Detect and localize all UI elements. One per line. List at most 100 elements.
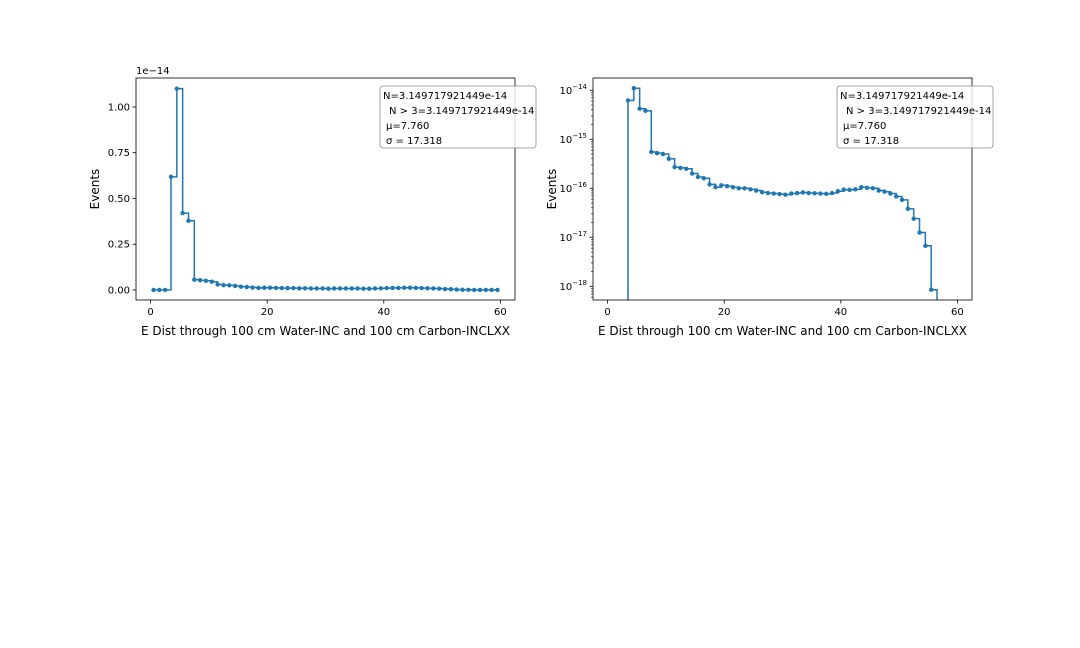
data-point [361,286,366,291]
x-tick-label: 60 [494,307,507,318]
legend-line-3: μ=7.760 [386,121,429,132]
data-point [765,190,771,196]
data-point [495,287,500,293]
x-tick-label: 60 [951,307,964,318]
data-point [713,185,718,190]
data-point [917,230,922,235]
legend-line-4: σ = 17.318 [843,136,899,147]
data-point [684,166,689,171]
x-tick-label: 0 [604,307,610,318]
x-tick-label: 40 [377,307,390,318]
data-point [332,286,337,291]
data-point [625,98,631,103]
data-point [736,186,741,191]
data-point [232,283,238,289]
data-point [724,184,730,189]
legend-line-1: N=3.149717921449e-14 [383,91,507,102]
data-point [777,191,782,197]
data-point [390,285,395,291]
y-offset-label: 1e−14 [136,66,170,77]
legend-line-2: N > 3=3.149717921449e-14 [389,106,534,117]
data-point [384,285,389,291]
data-point [754,188,759,193]
data-point [402,285,407,290]
y-tick-label: 10−18 [559,279,587,293]
data-point [905,206,911,212]
data-point [707,182,712,187]
data-point [174,86,180,91]
data-point [678,165,683,171]
data-point [771,191,776,196]
data-point [637,106,642,111]
data-point [297,286,302,291]
x-axis-label: E Dist through 100 cm Water-INC and 100 … [141,324,510,338]
y-tick-label: 10−16 [559,181,587,195]
data-point [701,176,706,181]
data-point [454,287,459,292]
y-tick-label: 0.75 [108,148,130,159]
y-axis-label: Events [545,169,559,210]
data-point [859,185,864,190]
data-point [238,284,244,289]
data-point [437,286,442,291]
data-point [302,286,308,291]
x-tick-label: 20 [718,307,731,318]
data-point [279,285,284,291]
data-point [250,285,255,290]
legend-box [836,85,994,149]
data-point [800,190,806,195]
data-point [829,190,835,196]
data-point [197,278,203,283]
data-point [203,278,209,283]
data-point [477,287,483,293]
data-point [870,186,876,191]
data-point [835,189,841,194]
data-point [759,190,765,195]
data-point [425,286,430,291]
data-point [221,282,226,288]
data-point [789,191,794,196]
data-point [864,185,870,191]
data-point [806,190,811,196]
data-point [660,151,666,157]
data-point [748,187,753,192]
data-point [343,286,349,291]
data-point [448,287,454,292]
legend-line-1: N=3.149717921449e-14 [840,91,964,102]
data-point [742,186,747,191]
data-point [320,286,325,291]
data-point [489,287,494,293]
x-tick-label: 0 [147,307,153,318]
data-point [824,191,829,197]
data-point [162,287,168,293]
data-point [326,286,331,291]
data-point [818,191,823,196]
x-tick-label: 40 [834,307,847,318]
data-point [442,286,448,292]
y-tick-label: 0.00 [108,285,130,296]
data-point [460,287,465,292]
data-point [291,285,296,291]
data-point [483,287,489,293]
data-point [649,149,654,155]
data-point [689,171,695,176]
legend-line-2: N > 3=3.149717921449e-14 [846,106,991,117]
x-tick-label: 20 [261,307,274,318]
data-point [853,187,858,192]
y-tick-label: 10−15 [559,132,587,146]
data-point [413,285,419,291]
data-point [151,287,156,293]
data-point [841,187,846,192]
data-point [396,285,401,291]
data-point [899,197,905,203]
data-point [431,286,436,291]
data-point [215,282,220,287]
data-point [267,285,273,290]
data-point [888,191,893,196]
data-point [894,194,899,199]
data-point [719,183,724,188]
data-point [256,285,261,291]
x-axis-label: E Dist through 100 cm Water-INC and 100 … [598,324,967,338]
data-point [209,279,214,284]
